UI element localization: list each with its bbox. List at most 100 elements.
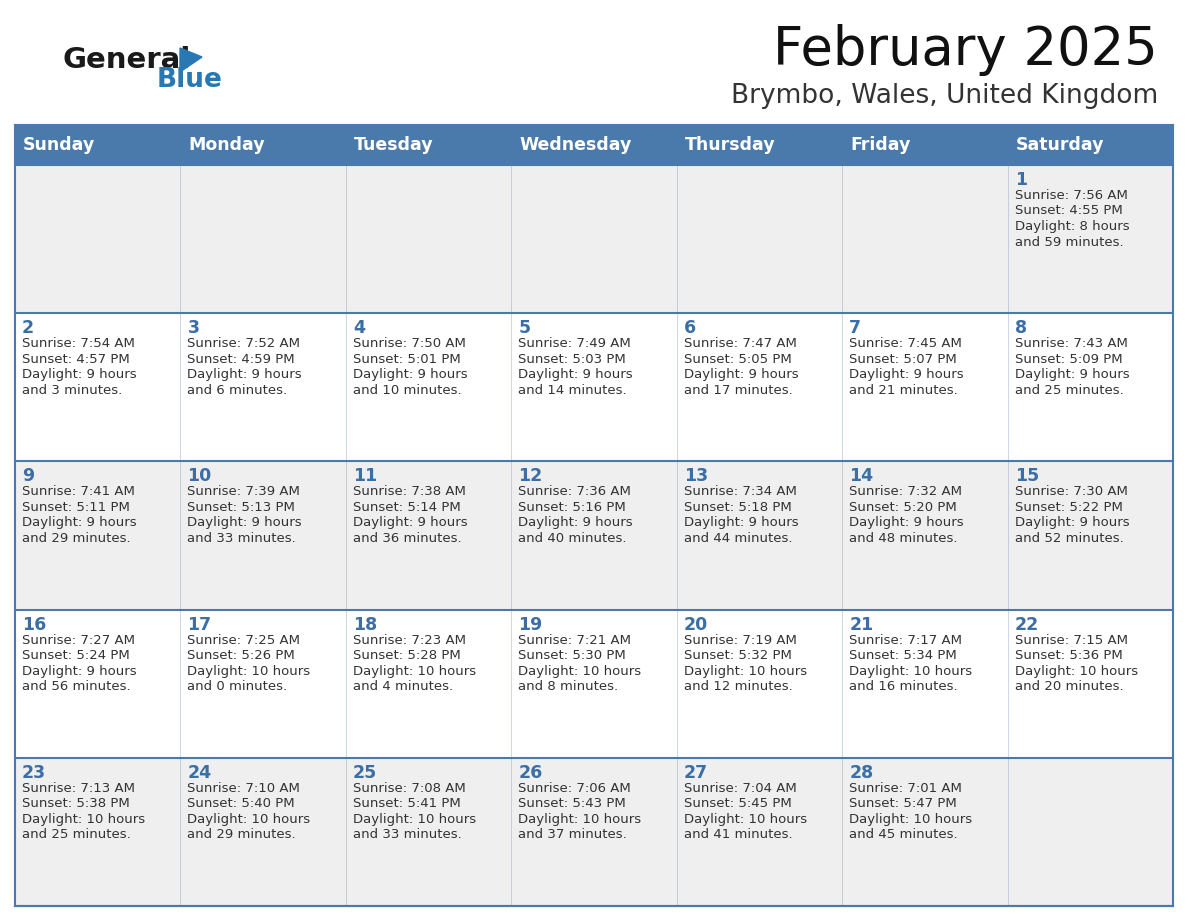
Text: Daylight: 9 hours: Daylight: 9 hours	[684, 517, 798, 530]
Text: Sunset: 5:11 PM: Sunset: 5:11 PM	[23, 501, 129, 514]
Text: Sunrise: 7:47 AM: Sunrise: 7:47 AM	[684, 337, 797, 350]
Text: Sunset: 5:47 PM: Sunset: 5:47 PM	[849, 798, 956, 811]
Text: Sunrise: 7:19 AM: Sunrise: 7:19 AM	[684, 633, 797, 646]
Text: Daylight: 9 hours: Daylight: 9 hours	[684, 368, 798, 381]
Text: 22: 22	[1015, 616, 1038, 633]
Text: Sunrise: 7:15 AM: Sunrise: 7:15 AM	[1015, 633, 1127, 646]
Text: Sunset: 5:34 PM: Sunset: 5:34 PM	[849, 649, 956, 662]
Text: and 37 minutes.: and 37 minutes.	[518, 828, 627, 841]
Text: Sunrise: 7:34 AM: Sunrise: 7:34 AM	[684, 486, 797, 498]
Bar	[677, 165, 842, 313]
Text: Sunset: 5:05 PM: Sunset: 5:05 PM	[684, 353, 791, 365]
Bar	[346, 610, 511, 757]
Text: 17: 17	[188, 616, 211, 633]
Text: Daylight: 10 hours: Daylight: 10 hours	[518, 665, 642, 677]
Bar	[511, 165, 677, 313]
Bar	[181, 125, 346, 165]
Text: Sunrise: 7:43 AM: Sunrise: 7:43 AM	[1015, 337, 1127, 350]
Text: Daylight: 10 hours: Daylight: 10 hours	[849, 665, 972, 677]
Bar	[511, 125, 677, 165]
Text: Sunset: 5:41 PM: Sunset: 5:41 PM	[353, 798, 461, 811]
Text: Sunrise: 7:10 AM: Sunrise: 7:10 AM	[188, 782, 301, 795]
Bar	[842, 125, 1007, 165]
Text: 1: 1	[1015, 171, 1026, 189]
Text: Sunset: 5:01 PM: Sunset: 5:01 PM	[353, 353, 461, 365]
Text: Sunset: 5:45 PM: Sunset: 5:45 PM	[684, 798, 791, 811]
Text: Sunset: 5:14 PM: Sunset: 5:14 PM	[353, 501, 461, 514]
Text: Sunrise: 7:08 AM: Sunrise: 7:08 AM	[353, 782, 466, 795]
Text: and 33 minutes.: and 33 minutes.	[188, 532, 296, 545]
Text: Sunrise: 7:04 AM: Sunrise: 7:04 AM	[684, 782, 796, 795]
Bar	[15, 125, 181, 165]
Text: Sunset: 5:26 PM: Sunset: 5:26 PM	[188, 649, 295, 662]
Text: and 52 minutes.: and 52 minutes.	[1015, 532, 1124, 545]
Text: 9: 9	[23, 467, 34, 486]
Text: 19: 19	[518, 616, 543, 633]
Text: Sunrise: 7:30 AM: Sunrise: 7:30 AM	[1015, 486, 1127, 498]
Text: and 25 minutes.: and 25 minutes.	[1015, 384, 1124, 397]
Text: and 45 minutes.: and 45 minutes.	[849, 828, 958, 841]
Text: Sunrise: 7:25 AM: Sunrise: 7:25 AM	[188, 633, 301, 646]
Text: and 44 minutes.: and 44 minutes.	[684, 532, 792, 545]
Text: Sunset: 5:20 PM: Sunset: 5:20 PM	[849, 501, 956, 514]
Text: Daylight: 10 hours: Daylight: 10 hours	[353, 812, 476, 826]
Text: 28: 28	[849, 764, 873, 782]
Bar	[677, 125, 842, 165]
Text: Sunset: 5:22 PM: Sunset: 5:22 PM	[1015, 501, 1123, 514]
Text: Brymbo, Wales, United Kingdom: Brymbo, Wales, United Kingdom	[731, 83, 1158, 109]
Text: Sunrise: 7:13 AM: Sunrise: 7:13 AM	[23, 782, 135, 795]
Text: 16: 16	[23, 616, 46, 633]
Bar	[181, 462, 346, 610]
Text: Sunday: Sunday	[23, 136, 95, 154]
Bar	[511, 462, 677, 610]
Bar	[181, 610, 346, 757]
Text: Tuesday: Tuesday	[354, 136, 434, 154]
Text: and 21 minutes.: and 21 minutes.	[849, 384, 958, 397]
Text: and 20 minutes.: and 20 minutes.	[1015, 680, 1123, 693]
Bar	[15, 610, 181, 757]
Text: February 2025: February 2025	[773, 24, 1158, 76]
Text: Sunset: 5:07 PM: Sunset: 5:07 PM	[849, 353, 956, 365]
Text: Sunset: 5:36 PM: Sunset: 5:36 PM	[1015, 649, 1123, 662]
Bar	[842, 313, 1007, 462]
Text: Daylight: 10 hours: Daylight: 10 hours	[849, 812, 972, 826]
Text: Sunrise: 7:39 AM: Sunrise: 7:39 AM	[188, 486, 301, 498]
Bar	[181, 313, 346, 462]
Bar	[1007, 462, 1173, 610]
Text: Daylight: 10 hours: Daylight: 10 hours	[188, 665, 310, 677]
Text: Daylight: 9 hours: Daylight: 9 hours	[849, 517, 963, 530]
Text: Daylight: 9 hours: Daylight: 9 hours	[1015, 368, 1130, 381]
Text: 5: 5	[518, 319, 530, 337]
Bar	[346, 125, 511, 165]
Text: and 56 minutes.: and 56 minutes.	[23, 680, 131, 693]
Text: Sunrise: 7:21 AM: Sunrise: 7:21 AM	[518, 633, 631, 646]
Bar	[346, 757, 511, 906]
Text: and 33 minutes.: and 33 minutes.	[353, 828, 462, 841]
Text: Sunrise: 7:49 AM: Sunrise: 7:49 AM	[518, 337, 631, 350]
Bar	[677, 462, 842, 610]
Bar	[511, 757, 677, 906]
Polygon shape	[181, 48, 202, 72]
Text: Wednesday: Wednesday	[519, 136, 632, 154]
Text: 14: 14	[849, 467, 873, 486]
Text: 13: 13	[684, 467, 708, 486]
Text: Sunrise: 7:56 AM: Sunrise: 7:56 AM	[1015, 189, 1127, 202]
Text: 8: 8	[1015, 319, 1026, 337]
Text: Sunset: 5:40 PM: Sunset: 5:40 PM	[188, 798, 295, 811]
Bar	[677, 313, 842, 462]
Text: 24: 24	[188, 764, 211, 782]
Text: Daylight: 9 hours: Daylight: 9 hours	[353, 368, 468, 381]
Bar	[181, 757, 346, 906]
Bar	[15, 165, 181, 313]
Text: Daylight: 9 hours: Daylight: 9 hours	[518, 517, 633, 530]
Bar	[181, 165, 346, 313]
Text: Sunrise: 7:38 AM: Sunrise: 7:38 AM	[353, 486, 466, 498]
Bar	[1007, 125, 1173, 165]
Text: Sunset: 5:13 PM: Sunset: 5:13 PM	[188, 501, 296, 514]
Text: Daylight: 10 hours: Daylight: 10 hours	[353, 665, 476, 677]
Bar	[842, 165, 1007, 313]
Text: Friday: Friday	[851, 136, 910, 154]
Text: Daylight: 9 hours: Daylight: 9 hours	[518, 368, 633, 381]
Bar	[1007, 610, 1173, 757]
Text: and 17 minutes.: and 17 minutes.	[684, 384, 792, 397]
